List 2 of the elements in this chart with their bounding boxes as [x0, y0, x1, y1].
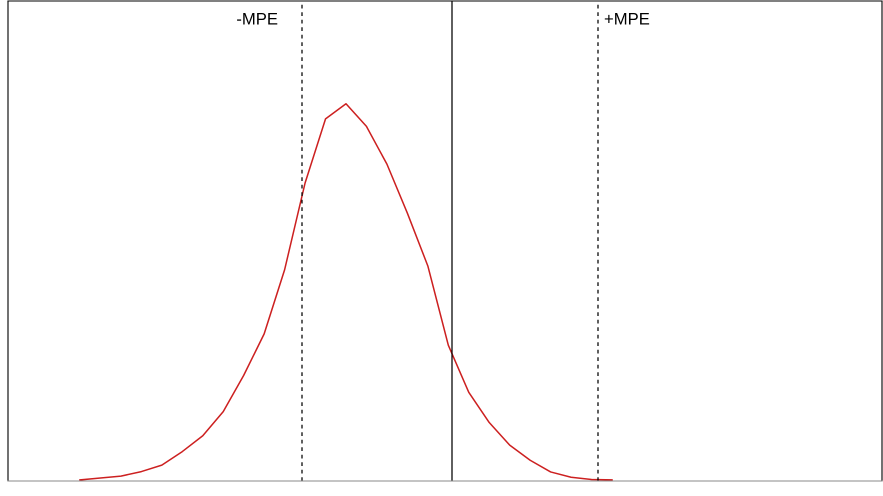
text: -MPE	[237, 13, 278, 25]
text: +MPE	[604, 13, 650, 25]
